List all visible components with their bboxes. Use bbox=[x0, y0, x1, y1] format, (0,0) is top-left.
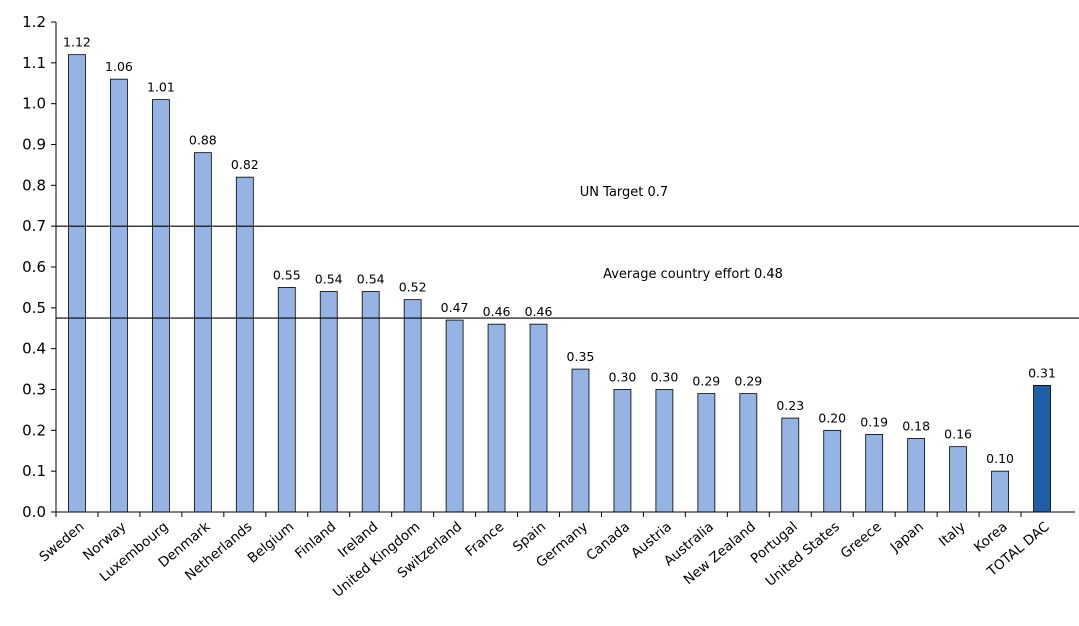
data-label: 0.29 bbox=[734, 374, 762, 389]
x-category-label: Italy bbox=[936, 519, 969, 550]
x-category-label: United States bbox=[762, 519, 842, 590]
data-label: 0.88 bbox=[189, 133, 217, 148]
y-tick-label: 0.5 bbox=[22, 299, 46, 317]
bar bbox=[319, 291, 338, 513]
bar bbox=[235, 176, 254, 513]
y-tick-label: 0.2 bbox=[22, 421, 46, 439]
bar bbox=[68, 54, 86, 513]
data-label: 0.19 bbox=[860, 414, 888, 429]
data-label: 0.18 bbox=[902, 419, 930, 434]
bar bbox=[571, 368, 590, 513]
data-label: 0.31 bbox=[1028, 365, 1056, 380]
y-tick-label: 0.3 bbox=[22, 381, 46, 399]
data-labels: 1.12 1.06 1.01 0.88 0.82 0.55 0.54 0.54 0.52 0.47… bbox=[63, 35, 1056, 466]
x-category-label: Belgium bbox=[245, 519, 298, 567]
bar bbox=[529, 323, 548, 513]
y-tick-label: 0.4 bbox=[22, 340, 46, 358]
x-category-label: Japan bbox=[887, 519, 927, 556]
data-label: 0.10 bbox=[986, 451, 1014, 466]
x-category-label: Canada bbox=[583, 519, 633, 564]
bar bbox=[193, 152, 212, 513]
bar bbox=[781, 417, 800, 513]
bar bbox=[151, 99, 170, 513]
data-label: 0.20 bbox=[818, 410, 846, 425]
x-axis: SwedenNorwayLuxembourgDenmarkNetherlands… bbox=[36, 511, 1075, 601]
y-tick-label: 0.6 bbox=[22, 258, 46, 276]
x-category-label: New Zealand bbox=[681, 519, 759, 588]
data-label: 0.55 bbox=[273, 267, 301, 282]
y-tick-label: 0.7 bbox=[22, 217, 46, 235]
bar bbox=[823, 429, 842, 513]
data-label: 1.01 bbox=[147, 80, 175, 95]
data-label: 0.82 bbox=[231, 157, 259, 172]
y-tick-label: 1.0 bbox=[22, 95, 46, 113]
y-tick-label: 1.2 bbox=[22, 13, 46, 31]
x-category-label: Finland bbox=[292, 519, 339, 562]
bar bbox=[277, 287, 296, 513]
bar bbox=[613, 389, 632, 513]
reference-line-label: UN Target 0.7 bbox=[580, 185, 668, 200]
bar bbox=[865, 434, 884, 513]
data-label: 0.30 bbox=[650, 370, 678, 385]
data-label: 1.06 bbox=[105, 59, 133, 74]
bar bbox=[1033, 385, 1051, 513]
data-label: 0.30 bbox=[609, 370, 637, 385]
data-label: 0.23 bbox=[776, 398, 804, 413]
data-label: 1.12 bbox=[63, 35, 91, 50]
bar bbox=[403, 299, 422, 513]
data-label: 0.29 bbox=[692, 374, 720, 389]
bar bbox=[361, 291, 380, 513]
y-tick-label: 0.9 bbox=[22, 136, 46, 154]
data-label: 0.47 bbox=[441, 300, 469, 315]
bar bbox=[949, 446, 968, 513]
data-label: 0.35 bbox=[567, 349, 595, 364]
data-label: 0.46 bbox=[483, 304, 511, 319]
bar bbox=[907, 438, 926, 513]
y-axis: 0.0 0.1 0.2 0.3 0.4 0.5 0.6 0.7 0.8 0.9 1.0 1.1 1.2 bbox=[22, 13, 57, 521]
data-label: 0.52 bbox=[399, 280, 427, 295]
x-category-label: Greece bbox=[838, 519, 885, 562]
x-category-label: Sweden bbox=[36, 519, 87, 566]
data-label: 0.54 bbox=[315, 272, 343, 287]
bars bbox=[68, 54, 1051, 513]
y-tick-label: 0.1 bbox=[22, 462, 46, 480]
reference-line-label: Average country effort 0.48 bbox=[603, 267, 783, 282]
bar bbox=[445, 319, 464, 513]
bar bbox=[110, 78, 128, 513]
bar bbox=[739, 393, 758, 513]
bar bbox=[655, 389, 674, 513]
data-label: 0.16 bbox=[944, 427, 972, 442]
x-category-label: France bbox=[462, 519, 507, 560]
bar bbox=[487, 323, 506, 513]
y-tick-label: 1.1 bbox=[22, 54, 46, 72]
bar bbox=[697, 393, 716, 513]
data-label: 0.54 bbox=[357, 272, 385, 287]
bar bbox=[991, 470, 1009, 513]
y-tick-label: 0.8 bbox=[22, 176, 46, 194]
y-tick-label: 0.0 bbox=[22, 503, 46, 521]
reference-lines: UN Target 0.7 Average country effort 0.48 bbox=[56, 185, 1079, 319]
data-label: 0.46 bbox=[525, 304, 553, 319]
